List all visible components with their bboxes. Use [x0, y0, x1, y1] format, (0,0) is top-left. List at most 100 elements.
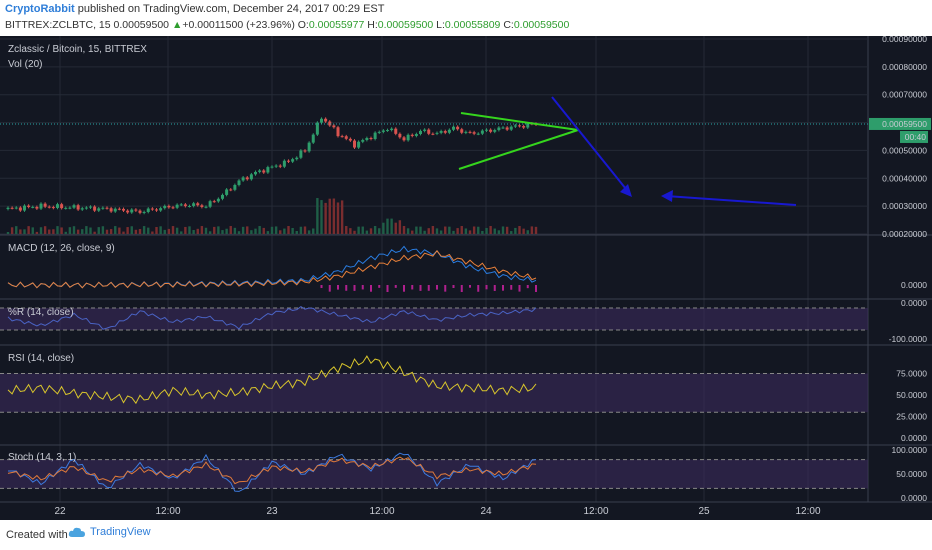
up-triangle-icon: ▲: [171, 19, 183, 31]
volume-bar: [204, 227, 208, 234]
volume-bar: [142, 226, 146, 234]
candle-body: [31, 206, 35, 208]
last-price-tag-label: 0.00059500: [882, 119, 927, 129]
volume-bar: [76, 229, 80, 234]
volume-bar: [48, 229, 51, 234]
candle-body: [155, 209, 158, 211]
target-arrowhead: [661, 190, 673, 202]
volume-bar: [468, 230, 472, 234]
histogram-bar: [452, 285, 455, 289]
volume-bar: [192, 229, 195, 234]
volume-bar: [163, 229, 166, 234]
candle-body: [258, 170, 262, 172]
time-tick-label: 12:00: [583, 506, 608, 517]
volume-bar: [270, 226, 274, 234]
chart-background: [0, 36, 932, 520]
volume-bar: [221, 230, 224, 234]
volume-bar: [291, 227, 294, 234]
histogram-bar: [320, 285, 323, 289]
ohlc-line: BITTREX:ZCLBTC, 15 0.00059500 ▲+0.000115…: [5, 19, 569, 31]
chart-annotations: [0, 96, 868, 206]
chart-area[interactable]: 22 12:00 23 12:00 24 12:00 25 12:00 0.00090000 0.…: [0, 36, 932, 520]
volume-bar: [336, 202, 340, 234]
candle-body: [427, 129, 431, 134]
candle-body: [485, 129, 488, 131]
histogram-bar: [386, 285, 389, 292]
histogram-bar: [469, 285, 471, 288]
candle-body: [344, 136, 348, 139]
histogram-bar: [477, 285, 480, 292]
candle-body: [447, 129, 451, 133]
histogram-bar: [328, 285, 331, 292]
volume-bar: [35, 231, 39, 234]
candle-body: [175, 204, 179, 208]
candle-body: [221, 194, 224, 199]
candle-body: [35, 206, 39, 209]
time-tick-label: 12:00: [795, 506, 820, 517]
volume-bar: [274, 226, 278, 234]
volume-bar: [10, 227, 14, 234]
histogram-bar: [493, 285, 496, 291]
author-link[interactable]: CryptoRabbit: [5, 3, 75, 15]
histogram-bar: [345, 285, 348, 291]
volume-bar: [159, 226, 162, 234]
candle-body: [171, 207, 175, 209]
volume-bar: [415, 226, 418, 234]
volume-bar: [390, 218, 393, 234]
candle-body: [109, 208, 113, 212]
candle-body: [373, 132, 377, 140]
signal-line: [7, 249, 537, 289]
volume-bar: [493, 228, 496, 234]
chart-svg[interactable]: 22 12:00 23 12:00 24 12:00 25 12:00 0.00090000 0.…: [0, 36, 932, 520]
volume-bar: [472, 226, 476, 234]
candle-body: [443, 131, 447, 133]
volume-bar: [287, 226, 290, 234]
low-label: L:: [436, 19, 445, 31]
candle-body: [150, 208, 154, 210]
candle-body: [233, 184, 237, 190]
volume-bar: [19, 229, 22, 234]
rsi-tick-label: 50.0000: [896, 390, 927, 400]
volume-bar: [155, 227, 158, 234]
volume-bar: [43, 226, 47, 234]
volume-bar: [485, 228, 488, 234]
time-tick-label: 12:00: [155, 506, 180, 517]
volume-bar: [262, 227, 265, 234]
main-title: Zclassic / Bitcoin, 15, BITTREX: [8, 44, 147, 55]
candle-body: [489, 129, 493, 132]
volume-bar: [497, 230, 501, 234]
volume-bar: [307, 230, 311, 234]
price-tick-label: 0.00070000: [882, 90, 927, 100]
histogram-bar: [518, 285, 521, 292]
candle-body: [501, 127, 505, 129]
tradingview-brand-label: TradingView: [90, 526, 151, 538]
volume-bar: [534, 226, 538, 234]
volume-bar: [328, 198, 331, 234]
candle-body: [324, 118, 328, 122]
price-tick-label: 0.00020000: [882, 229, 927, 239]
candle-body: [56, 204, 59, 208]
candle-body: [138, 210, 142, 213]
stoch-d-line: [7, 456, 537, 485]
candle-body: [93, 206, 97, 211]
volume-bar: [514, 227, 517, 234]
candle-body: [526, 123, 530, 128]
candle-body: [386, 130, 389, 132]
stoch-tick-label: 100.0000: [892, 445, 928, 455]
volume-bar: [411, 230, 414, 234]
created-with-label: Created with: [6, 529, 68, 541]
volume-bar: [138, 228, 142, 234]
volume-bar: [85, 226, 88, 234]
tradingview-link[interactable]: TradingView: [68, 526, 151, 538]
countdown-tag-label: 00:40: [905, 132, 927, 142]
candle-body: [27, 205, 31, 207]
candle-body: [254, 171, 257, 175]
symbol-label: BITTREX:ZCLBTC, 15: [5, 19, 111, 31]
histogram-bar: [535, 285, 537, 292]
histogram-bar: [444, 285, 447, 292]
volume-bar: [369, 228, 373, 234]
volume-bar: [147, 227, 150, 234]
candle-body: [340, 136, 344, 138]
volume-bar: [81, 229, 84, 234]
wr-tick-label: -100.0000: [889, 334, 928, 344]
